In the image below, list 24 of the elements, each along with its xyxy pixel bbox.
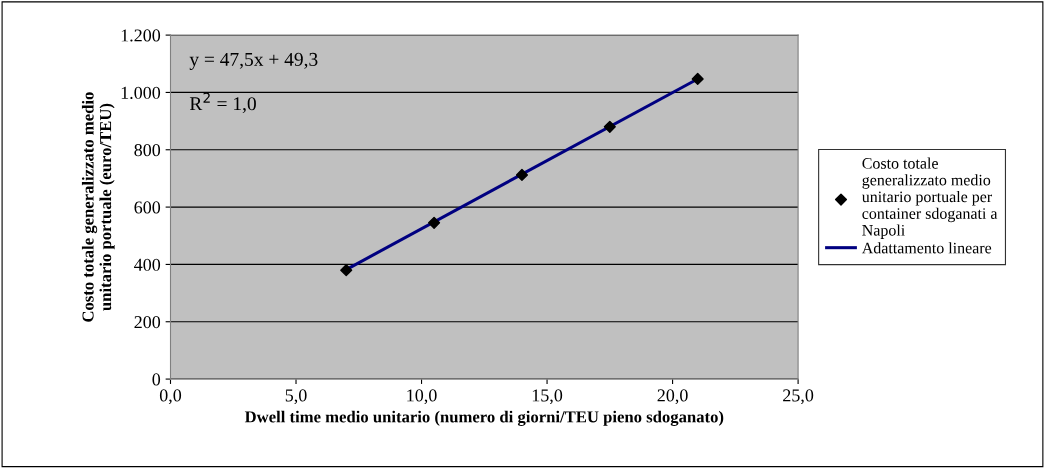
x-tick-label: 15,0 [532,389,563,405]
x-tick-label: 0,0 [159,389,182,405]
legend-label: Costo totale generalizzato medio unitario portuale per container sdoganati a Napoli [861,157,998,239]
point [340,264,353,277]
annotation: y = 47,5x + 49,3 [189,52,318,70]
legend-label: Adattamento lineare [861,242,992,254]
point [691,72,704,86]
x-tick-label: 10,0 [407,389,437,405]
y-tick-label: 0 [152,373,161,386]
annotation: R$^{2}$ = 1,0 [189,92,256,114]
y-tick-label: 400 [134,258,161,271]
x-tick-label: 5,0 [285,389,307,405]
point [515,168,529,182]
y-tick-label: 600 [134,201,161,214]
x-axis-title: Dwell time medio unitario (numero di giorni/TEU pieno sdoganato) [244,410,724,426]
y-tick-label: 1.000 [121,86,161,99]
y-tick-label: 200 [134,316,161,329]
y-tick-label: 800 [134,144,161,157]
y-tick-label: 1.200 [121,29,161,42]
point [603,120,616,133]
x-tick-label: 25,0 [783,389,814,405]
point [428,216,441,229]
x-tick-label: 20,0 [657,389,688,405]
y-axis-title: Costo totale generalizzato medio unitario portuale (euro/TEU) [81,92,115,322]
